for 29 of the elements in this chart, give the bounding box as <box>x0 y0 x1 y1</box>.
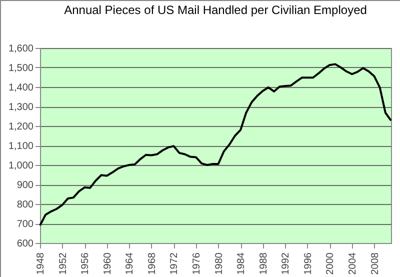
y-tick-label: 700 <box>16 219 34 230</box>
x-tick-label: 2000 <box>325 252 336 275</box>
x-tick-label: 1976 <box>192 252 202 275</box>
y-tick-label: 1,300 <box>8 102 34 113</box>
y-tick-label: 1,000 <box>8 160 34 172</box>
y-tick-label: 1,400 <box>8 82 34 94</box>
x-tick-label: 2004 <box>348 252 358 275</box>
x-tick-label: 1988 <box>258 252 270 275</box>
x-tick-label: 1964 <box>124 252 136 275</box>
y-tick-label: 900 <box>16 180 34 191</box>
y-tick-label: 600 <box>16 238 34 250</box>
x-tick-label: 1952 <box>58 252 69 275</box>
y-tick-label: 800 <box>16 200 34 210</box>
chart-title: Annual Pieces of US Mail Handled per Civilian Employed <box>64 3 367 17</box>
y-tick-label: 1,100 <box>8 141 34 152</box>
x-tick-label: 1956 <box>80 252 92 275</box>
y-tick-label: 1,200 <box>8 122 34 132</box>
x-tick-label: 1960 <box>102 252 114 275</box>
x-tick-label: 1980 <box>214 252 225 275</box>
line-series <box>39 63 392 226</box>
x-tick-label: 1972 <box>169 252 180 275</box>
x-tick-label: 1968 <box>146 252 158 275</box>
x-tick-label: 2008 <box>370 252 381 275</box>
x-tick-label: 1984 <box>236 252 248 275</box>
y-tick-label: 1,600 <box>8 44 34 54</box>
x-tick-label: 1996 <box>302 252 314 275</box>
x-tick-label: 1992 <box>280 252 292 275</box>
x-tick-label: 1948 <box>36 252 46 275</box>
y-tick-label: 1,500 <box>8 63 34 74</box>
